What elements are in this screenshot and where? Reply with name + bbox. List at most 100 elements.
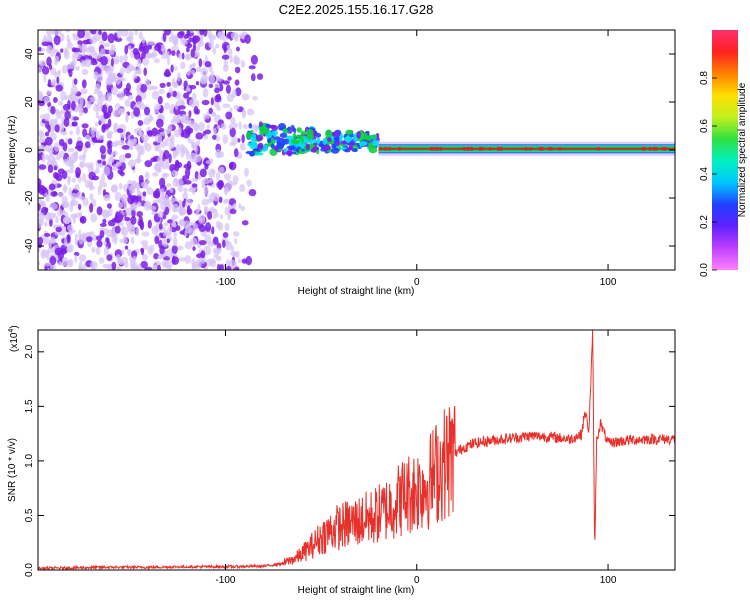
noise-blob (223, 198, 230, 203)
noise-blob (210, 97, 214, 106)
noise-blob (232, 122, 239, 129)
noise-blob (166, 226, 173, 236)
noise-blob (136, 211, 143, 218)
noise-blob (49, 37, 53, 43)
scatter-blob (305, 143, 310, 151)
noise-blob (58, 192, 64, 198)
noise-blob (84, 141, 91, 149)
noise-blob (222, 80, 230, 85)
noise-blob (63, 237, 68, 247)
x-tick-label: 0 (414, 277, 420, 288)
noise-blob (234, 79, 240, 86)
noise-blob (141, 37, 146, 44)
noise-blob (164, 206, 170, 215)
colorbar-ticks: 0.0 0.2 0.4 0.6 0.8 (699, 71, 717, 277)
noise-blob (78, 235, 84, 245)
noise-blob (185, 198, 192, 209)
y-tick-label: 20 (24, 96, 35, 108)
noise-blob (157, 95, 163, 105)
noise-blob (136, 263, 142, 270)
noise-blob (96, 239, 103, 248)
noise-blob (207, 210, 213, 220)
noise-blob (204, 164, 209, 170)
noise-blob (179, 148, 185, 158)
noise-blob (124, 99, 131, 108)
noise-blob (61, 200, 70, 209)
noise-blob (99, 230, 105, 238)
noise-blob (69, 199, 76, 206)
noise-blob (60, 131, 68, 136)
scatter-blob (371, 139, 380, 147)
noise-blob (84, 48, 92, 53)
noise-blob (196, 140, 201, 146)
noise-blob (90, 213, 98, 223)
noise-blob (108, 141, 112, 148)
noise-blob (74, 233, 78, 243)
noise-blob (64, 110, 71, 120)
noise-blob (223, 59, 228, 68)
noise-blob (242, 124, 248, 130)
noise-blob (72, 33, 76, 38)
noise-blob (75, 125, 81, 136)
noise-blob (204, 129, 211, 135)
noise-blob (170, 31, 174, 39)
noise-blob (140, 83, 148, 93)
noise-blob (113, 236, 118, 245)
ridge-peak (434, 147, 439, 151)
noise-blob (101, 123, 110, 130)
noise-blob (38, 212, 45, 222)
noise-blob (244, 34, 251, 44)
noise-blob (230, 31, 239, 40)
noise-blob (127, 194, 135, 205)
noise-blob (239, 142, 246, 151)
noise-blob (172, 219, 177, 227)
noise-blob (234, 66, 241, 74)
noise-blob (50, 105, 56, 115)
noise-blob (223, 173, 232, 181)
noise-blob (99, 222, 107, 227)
noise-blob (95, 102, 104, 112)
noise-blob (235, 250, 240, 259)
scatter-blob (322, 144, 331, 152)
noise-blob (102, 104, 108, 114)
noise-blob (185, 149, 189, 156)
scatter-blob (271, 129, 278, 137)
scatter-blob (265, 123, 271, 128)
noise-blob (225, 241, 233, 251)
noise-blob (214, 87, 220, 94)
ridge-peak (540, 147, 545, 151)
noise-blob (121, 249, 125, 255)
noise-blob (200, 67, 209, 76)
y-tick-label: 0.5 (24, 508, 35, 522)
noise-blob (102, 263, 111, 269)
noise-blob (239, 184, 246, 193)
scatter-blob (259, 126, 266, 134)
noise-blob (207, 30, 213, 40)
noise-blob (134, 30, 139, 35)
noise-blob (148, 205, 157, 211)
noise-blob (106, 132, 112, 139)
noise-blob (229, 127, 236, 138)
noise-blob (74, 50, 82, 60)
ridge-peak (431, 147, 436, 151)
noise-blob (156, 144, 161, 152)
noise-blob (143, 106, 151, 116)
noise-blob (198, 121, 205, 132)
noise-blob (228, 124, 233, 130)
noise-blob (70, 192, 78, 201)
noise-blob (241, 220, 249, 226)
noise-blob (106, 211, 111, 218)
noise-blob (115, 212, 124, 223)
noise-blob (150, 53, 156, 59)
scatter-blob (333, 136, 340, 142)
noise-blob (122, 235, 128, 245)
noise-blob (141, 231, 150, 237)
noise-blob (183, 34, 189, 39)
noise-blob (227, 211, 232, 221)
noise-blob (38, 247, 41, 253)
spectrogram-x-axis-label: Height of straight line (km) (298, 286, 415, 297)
noise-blob (143, 67, 147, 77)
noise-blob (203, 134, 209, 140)
noise-blob (42, 235, 50, 246)
noise-blob (233, 231, 240, 237)
